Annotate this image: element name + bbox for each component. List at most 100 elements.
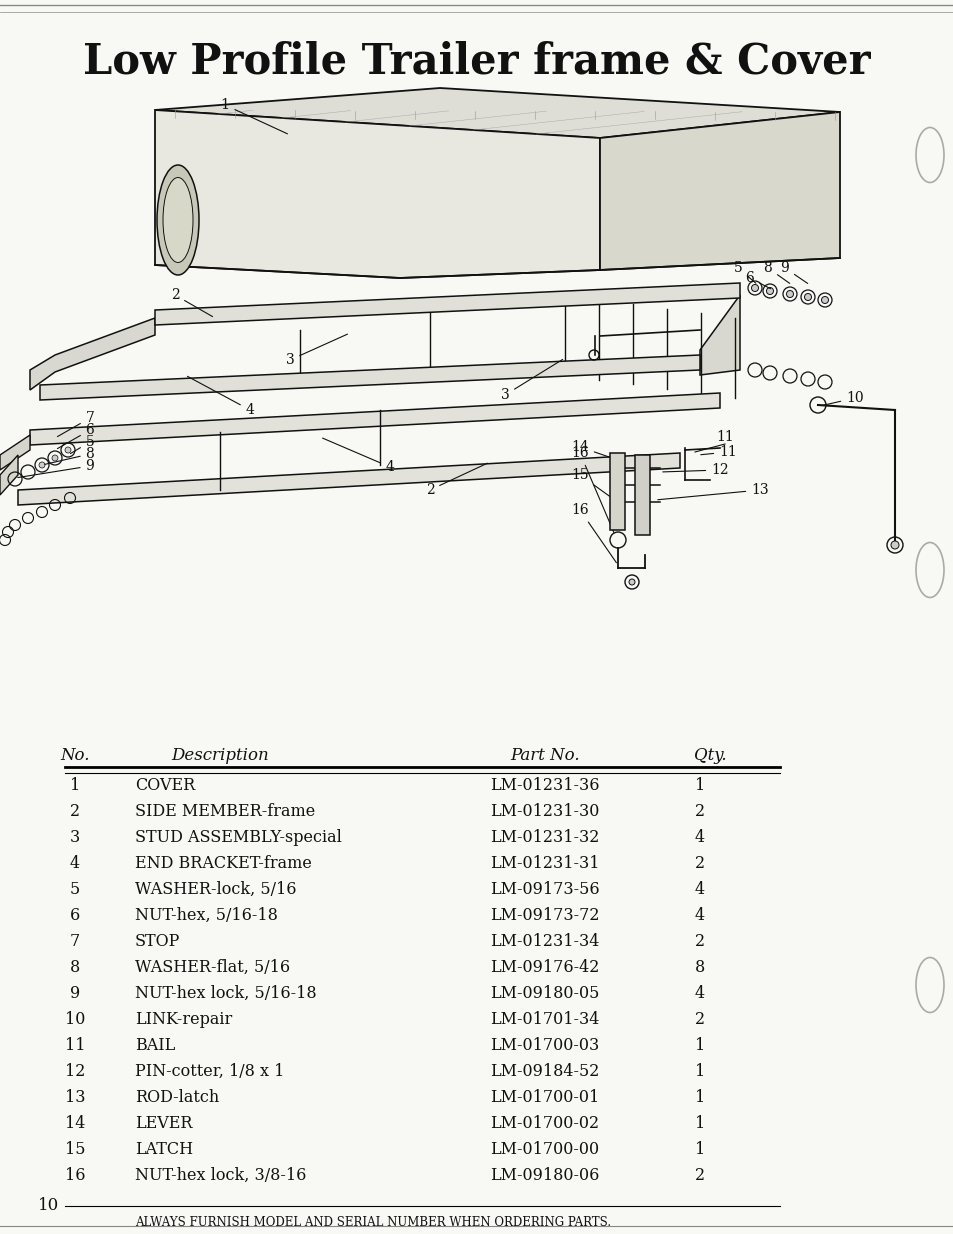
Polygon shape xyxy=(18,453,679,505)
Text: 1: 1 xyxy=(694,1062,704,1080)
Text: 13: 13 xyxy=(657,482,768,500)
Text: LM-09180-06: LM-09180-06 xyxy=(490,1166,598,1183)
Text: LM-01231-34: LM-01231-34 xyxy=(490,933,598,949)
Polygon shape xyxy=(599,112,840,270)
Text: STUD ASSEMBLY-special: STUD ASSEMBLY-special xyxy=(135,828,341,845)
Polygon shape xyxy=(30,392,720,445)
Text: LINK-repair: LINK-repair xyxy=(135,1011,232,1028)
Circle shape xyxy=(39,462,45,468)
Polygon shape xyxy=(30,318,154,390)
Text: 10: 10 xyxy=(821,391,862,406)
Text: 1: 1 xyxy=(694,1140,704,1157)
Text: 2: 2 xyxy=(70,802,80,819)
Text: 8: 8 xyxy=(694,959,704,976)
Text: 3: 3 xyxy=(285,334,347,366)
Text: Description: Description xyxy=(171,747,269,764)
Polygon shape xyxy=(609,453,624,529)
Text: 16: 16 xyxy=(65,1166,85,1183)
Circle shape xyxy=(821,296,827,304)
Text: 3: 3 xyxy=(70,828,80,845)
Text: 2: 2 xyxy=(694,802,704,819)
Text: 13: 13 xyxy=(65,1088,85,1106)
Text: 2: 2 xyxy=(694,933,704,949)
Text: LM-09173-56: LM-09173-56 xyxy=(490,881,599,897)
Polygon shape xyxy=(154,283,740,325)
Text: LM-01700-01: LM-01700-01 xyxy=(490,1088,598,1106)
Text: 1: 1 xyxy=(694,1037,704,1054)
Text: 1: 1 xyxy=(694,776,704,793)
Text: 1: 1 xyxy=(694,1088,704,1106)
Text: 10: 10 xyxy=(38,1197,59,1214)
Polygon shape xyxy=(154,110,599,278)
Text: 8: 8 xyxy=(70,959,80,976)
Text: LM-09180-05: LM-09180-05 xyxy=(490,985,598,1002)
Text: 14: 14 xyxy=(65,1114,85,1132)
Text: COVER: COVER xyxy=(135,776,195,793)
Text: BAIL: BAIL xyxy=(135,1037,175,1054)
Text: LM-09173-72: LM-09173-72 xyxy=(490,907,598,923)
Text: 12: 12 xyxy=(65,1062,85,1080)
Text: NUT-hex lock, 5/16-18: NUT-hex lock, 5/16-18 xyxy=(135,985,316,1002)
Text: 1: 1 xyxy=(70,776,80,793)
Text: SIDE MEMBER-frame: SIDE MEMBER-frame xyxy=(135,802,314,819)
Text: 7: 7 xyxy=(57,411,94,437)
Text: 11: 11 xyxy=(700,445,736,459)
Text: 5: 5 xyxy=(733,262,755,283)
Text: 4: 4 xyxy=(70,854,80,871)
Text: 1: 1 xyxy=(220,97,287,133)
Text: 12: 12 xyxy=(662,463,728,478)
Circle shape xyxy=(785,290,793,297)
Text: 9: 9 xyxy=(780,262,807,284)
Text: LM-01700-03: LM-01700-03 xyxy=(490,1037,598,1054)
Text: 8: 8 xyxy=(45,447,94,464)
Text: Part No.: Part No. xyxy=(510,747,579,764)
Text: LATCH: LATCH xyxy=(135,1140,193,1157)
Text: STOP: STOP xyxy=(135,933,180,949)
Text: 14: 14 xyxy=(571,441,609,457)
Text: 2: 2 xyxy=(425,463,487,497)
Circle shape xyxy=(765,288,773,295)
Text: ALWAYS FURNISH MODEL AND SERIAL NUMBER WHEN ORDERING PARTS.: ALWAYS FURNISH MODEL AND SERIAL NUMBER W… xyxy=(135,1215,611,1229)
Circle shape xyxy=(890,540,898,549)
Text: 16: 16 xyxy=(571,445,614,532)
Text: 2: 2 xyxy=(171,288,213,317)
Text: 9: 9 xyxy=(70,985,80,1002)
Text: 11: 11 xyxy=(716,429,733,444)
Text: LM-01700-00: LM-01700-00 xyxy=(490,1140,598,1157)
Text: 6: 6 xyxy=(57,423,94,449)
Text: 2: 2 xyxy=(694,1011,704,1028)
Text: LM-01700-02: LM-01700-02 xyxy=(490,1114,598,1132)
Text: 9: 9 xyxy=(18,459,94,478)
Text: LM-01231-32: LM-01231-32 xyxy=(490,828,598,845)
Text: 1: 1 xyxy=(694,1114,704,1132)
Circle shape xyxy=(52,455,58,462)
Text: WASHER-lock, 5/16: WASHER-lock, 5/16 xyxy=(135,881,296,897)
Text: LM-09176-42: LM-09176-42 xyxy=(490,959,598,976)
Text: 2: 2 xyxy=(694,1166,704,1183)
Ellipse shape xyxy=(163,178,193,263)
Polygon shape xyxy=(0,455,18,495)
Ellipse shape xyxy=(157,165,199,275)
Polygon shape xyxy=(0,436,30,470)
Text: Low Profile Trailer frame & Cover: Low Profile Trailer frame & Cover xyxy=(83,41,870,83)
Text: LEVER: LEVER xyxy=(135,1114,193,1132)
Polygon shape xyxy=(700,295,740,375)
Text: 7: 7 xyxy=(70,933,80,949)
Text: 4: 4 xyxy=(322,438,394,474)
Text: LM-01231-30: LM-01231-30 xyxy=(490,802,598,819)
Text: 4: 4 xyxy=(694,881,704,897)
Text: WASHER-flat, 5/16: WASHER-flat, 5/16 xyxy=(135,959,290,976)
Text: 6: 6 xyxy=(70,907,80,923)
Text: 8: 8 xyxy=(762,262,789,284)
Text: Qty.: Qty. xyxy=(693,747,725,764)
Text: NUT-hex lock, 3/8-16: NUT-hex lock, 3/8-16 xyxy=(135,1166,306,1183)
Polygon shape xyxy=(40,355,700,400)
Circle shape xyxy=(803,294,811,301)
Text: 16: 16 xyxy=(571,503,616,563)
Text: 10: 10 xyxy=(65,1011,85,1028)
Text: 3: 3 xyxy=(500,359,562,402)
Text: ROD-latch: ROD-latch xyxy=(135,1088,219,1106)
Text: NUT-hex, 5/16-18: NUT-hex, 5/16-18 xyxy=(135,907,277,923)
Text: 4: 4 xyxy=(694,828,704,845)
Polygon shape xyxy=(635,455,649,536)
